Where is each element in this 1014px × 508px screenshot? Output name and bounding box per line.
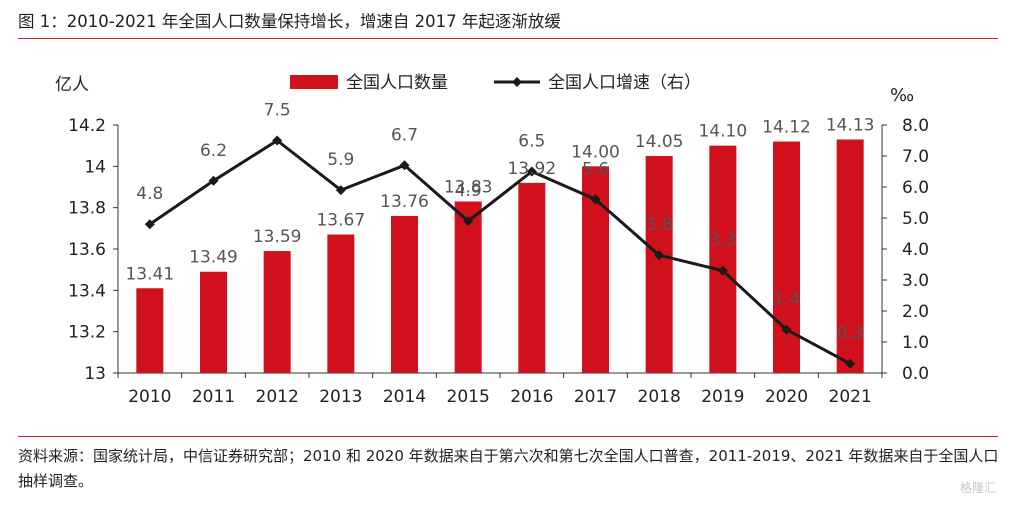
line-data-label: 3.8 bbox=[646, 215, 673, 235]
x-tick-label: 2011 bbox=[192, 387, 235, 407]
bar-data-label: 13.83 bbox=[444, 177, 493, 197]
x-tick-label: 2018 bbox=[638, 387, 681, 407]
x-tick-label: 2016 bbox=[510, 387, 553, 407]
line-point bbox=[526, 166, 537, 177]
bar bbox=[327, 234, 355, 373]
right-tick-label: 3.0 bbox=[902, 271, 929, 291]
line-data-label: 0.3 bbox=[837, 324, 864, 344]
bar bbox=[645, 156, 673, 373]
right-tick-label: 8.0 bbox=[902, 116, 929, 136]
right-tick-label: 2.0 bbox=[902, 302, 929, 322]
line-point bbox=[208, 175, 219, 186]
source-note: 资料来源：国家统计局，中信证券研究部；2010 和 2020 年数据来自于第六次… bbox=[18, 447, 999, 490]
right-tick-label: 0.0 bbox=[902, 364, 929, 384]
right-tick-label: 5.0 bbox=[902, 209, 929, 229]
left-tick-label: 14.2 bbox=[68, 116, 106, 136]
line-point bbox=[463, 216, 474, 227]
line-data-label: 4.8 bbox=[136, 184, 163, 204]
x-tick-label: 2012 bbox=[256, 387, 299, 407]
right-tick-label: 4.0 bbox=[902, 240, 929, 260]
bar-data-label: 13.92 bbox=[507, 159, 556, 179]
line-data-label: 3.3 bbox=[709, 231, 736, 251]
bar-data-label: 13.59 bbox=[253, 227, 302, 247]
bar bbox=[391, 215, 418, 373]
source-divider bbox=[18, 436, 998, 437]
line-point bbox=[335, 185, 346, 196]
line-data-label: 5.9 bbox=[327, 150, 354, 170]
legend-line-marker bbox=[512, 77, 522, 87]
bar bbox=[454, 201, 482, 373]
line-data-label: 6.7 bbox=[391, 125, 418, 145]
title-divider bbox=[18, 38, 998, 39]
bar-data-label: 13.41 bbox=[125, 264, 174, 284]
left-tick-label: 13 bbox=[84, 364, 106, 384]
left-tick-label: 13.6 bbox=[68, 240, 106, 260]
bar bbox=[518, 182, 546, 373]
watermark-logo: 格隆汇 bbox=[959, 481, 996, 495]
x-tick-label: 2017 bbox=[574, 387, 617, 407]
legend-bar-swatch bbox=[290, 75, 338, 89]
right-axis-unit: ‰ bbox=[890, 85, 914, 106]
x-tick-label: 2019 bbox=[701, 387, 744, 407]
right-tick-label: 7.0 bbox=[902, 147, 929, 167]
line-point bbox=[399, 160, 410, 171]
x-tick-label: 2014 bbox=[383, 387, 426, 407]
bar bbox=[836, 139, 864, 373]
bar-data-label: 14.05 bbox=[635, 132, 684, 152]
line-data-label: 1.4 bbox=[773, 290, 800, 310]
figure-title: 图 1：2010-2021 年全国人口数量保持增长，增速自 2017 年起逐渐放… bbox=[18, 12, 561, 31]
line-point bbox=[272, 135, 283, 146]
bar-data-label: 13.67 bbox=[316, 211, 365, 231]
bar bbox=[136, 288, 164, 373]
x-tick-label: 2015 bbox=[447, 387, 490, 407]
x-tick-label: 2013 bbox=[319, 387, 362, 407]
legend-bar-label: 全国人口数量 bbox=[346, 73, 448, 93]
left-tick-label: 13.8 bbox=[68, 199, 106, 219]
x-tick-label: 2020 bbox=[765, 387, 808, 407]
bar-data-label: 14.13 bbox=[826, 115, 875, 135]
x-tick-label: 2021 bbox=[829, 387, 872, 407]
line-data-label: 4.9 bbox=[455, 181, 482, 201]
right-tick-label: 6.0 bbox=[902, 178, 929, 198]
bar bbox=[709, 145, 737, 373]
line-point bbox=[845, 358, 856, 369]
legend-line-label: 全国人口增速（右） bbox=[548, 73, 701, 93]
left-tick-label: 13.2 bbox=[68, 323, 106, 343]
line-data-label: 5.6 bbox=[582, 159, 609, 179]
bar bbox=[773, 141, 800, 373]
left-tick-label: 14 bbox=[84, 157, 106, 177]
bar-data-label: 13.76 bbox=[380, 192, 429, 212]
bar-data-label: 14.10 bbox=[698, 122, 747, 142]
bar-data-label: 14.00 bbox=[571, 142, 620, 162]
line-data-label: 6.5 bbox=[518, 132, 545, 152]
growth-line bbox=[148, 139, 851, 366]
line-point bbox=[781, 324, 792, 335]
line-point bbox=[590, 194, 601, 205]
bar-data-label: 13.49 bbox=[189, 248, 238, 268]
bar bbox=[200, 271, 227, 373]
line-data-label: 6.2 bbox=[200, 141, 227, 161]
combo-chart: 13 13.2 13.4 13.6 13.8 14 14.2 0.0 1.0 2.0 3.0 4.0 5… bbox=[55, 73, 929, 407]
line-point bbox=[717, 265, 728, 276]
line-data-label: 7.5 bbox=[264, 101, 291, 121]
right-tick-label: 1.0 bbox=[902, 333, 929, 353]
line-point bbox=[144, 219, 155, 230]
bar-data-label: 14.12 bbox=[762, 118, 811, 138]
left-tick-label: 13.4 bbox=[68, 281, 106, 301]
x-tick-label: 2010 bbox=[128, 387, 171, 407]
line-point bbox=[654, 250, 665, 261]
bar bbox=[263, 251, 291, 373]
left-axis-unit: 亿人 bbox=[55, 75, 89, 95]
